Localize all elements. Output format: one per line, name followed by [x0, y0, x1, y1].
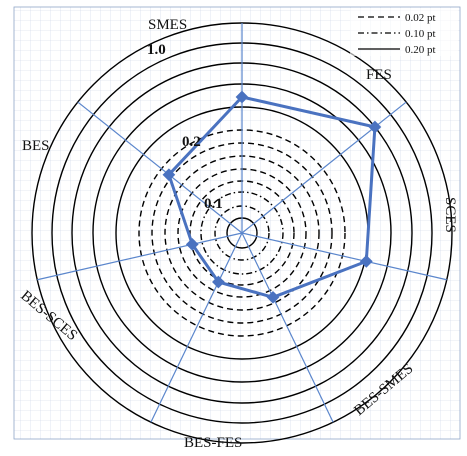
axis-label-bes-fes: BES-FES — [184, 435, 242, 451]
data-point-fes — [368, 120, 382, 134]
axis-line-bes-smes — [241, 232, 334, 423]
legend-label-solid: 0.20 pt — [405, 44, 436, 56]
axis-label-fes: FES — [366, 67, 392, 83]
ring-label-1.0: 1.0 — [147, 42, 166, 58]
data-point-bes — [162, 168, 176, 182]
axis-line-bes-fes — [150, 232, 243, 423]
data-point-smes — [235, 90, 249, 104]
ring-labels: 0.1 0.2 1.0 — [147, 42, 223, 212]
legend: 0.02 pt 0.10 pt 0.20 pt — [350, 8, 458, 56]
legend-box — [350, 8, 458, 56]
axis-line-fes — [241, 101, 407, 234]
axis-label-sces: SCES — [442, 197, 458, 233]
data-point-sces — [359, 255, 373, 268]
axis-label-bes: BES — [22, 138, 50, 154]
axis-label-smes: SMES — [148, 17, 187, 33]
axis-line-bes-sces — [37, 232, 243, 281]
legend-label-dashdot: 0.10 pt — [405, 28, 436, 40]
series — [162, 90, 382, 304]
axis-line-bes — [77, 101, 243, 234]
axis-line-sces — [241, 232, 447, 281]
legend-label-dashed: 0.02 pt — [405, 12, 436, 24]
axes — [37, 23, 447, 423]
data-point-bes-sces — [185, 237, 199, 251]
ring-label-0.1: 0.1 — [204, 196, 223, 212]
series-line-0 — [167, 95, 377, 299]
ring-label-0.2: 0.2 — [182, 134, 201, 150]
